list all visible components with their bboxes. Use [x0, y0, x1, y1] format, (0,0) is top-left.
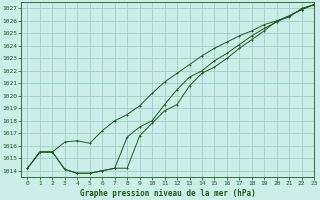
X-axis label: Graphe pression niveau de la mer (hPa): Graphe pression niveau de la mer (hPa) — [80, 189, 256, 198]
